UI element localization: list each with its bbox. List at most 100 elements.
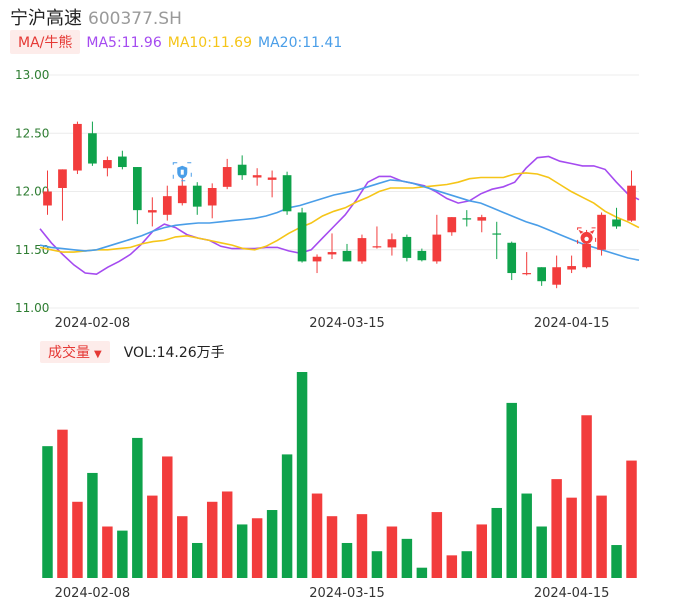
- price-axis: 13.00 12.50 12.00 11.50 11.00: [15, 68, 49, 315]
- candle-body: [222, 167, 232, 187]
- volume-bar: [611, 545, 622, 578]
- volume-bar: [221, 491, 233, 578]
- volume-indicator-button[interactable]: 成交量 ▼: [40, 341, 110, 363]
- candle-body: [342, 250, 352, 262]
- candle: [507, 241, 517, 281]
- candle: [58, 169, 67, 221]
- candle-body: [147, 210, 157, 213]
- candle: [552, 255, 561, 289]
- volume-bars: [42, 372, 637, 578]
- x-tick-label: 2024-02-08: [55, 586, 131, 601]
- volume-bar: [446, 555, 458, 578]
- candle: [612, 207, 621, 229]
- volume-bar: [311, 493, 323, 578]
- volume-bar: [386, 526, 398, 578]
- volume-bar: [87, 472, 98, 578]
- ma-legend-bar: MA/牛熊 MA5:11.96 MA10:11.69 MA20:11.41: [10, 30, 342, 54]
- candle: [462, 210, 472, 227]
- candle-body: [462, 218, 472, 220]
- volume-bar: [581, 415, 592, 578]
- volume-legend-bar: 成交量 ▼ VOL:14.26万手: [40, 341, 225, 363]
- candle-body: [522, 273, 532, 275]
- candle: [477, 214, 487, 233]
- volume-bar: [296, 372, 308, 578]
- volume-bar: [416, 567, 428, 578]
- candle-body: [297, 212, 307, 262]
- candle: [327, 233, 337, 260]
- ma-indicator-button[interactable]: MA/牛熊: [10, 30, 81, 54]
- candle-body: [88, 133, 97, 164]
- candle-body: [192, 185, 202, 207]
- volume-bar: [401, 538, 413, 578]
- volume-date-axis: 2024-02-08 2024-03-15 2024-04-15: [55, 586, 610, 601]
- volume-bar: [236, 524, 248, 578]
- volume-bar: [177, 516, 188, 578]
- volume-bar: [341, 542, 353, 578]
- candle: [207, 183, 217, 219]
- volume-bar: [72, 501, 83, 578]
- marker-frame: [577, 227, 597, 247]
- volume-bar: [461, 551, 473, 578]
- candle-body: [267, 177, 277, 180]
- candle-body: [43, 191, 52, 206]
- price-date-axis: 2024-02-08 2024-03-15 2024-04-15: [55, 316, 610, 331]
- candle: [447, 217, 457, 236]
- stock-name: 宁沪高速: [10, 8, 82, 29]
- candle: [372, 226, 382, 249]
- stock-code: 600377.SH: [88, 9, 182, 29]
- candle-body: [73, 123, 82, 171]
- candle: [282, 171, 292, 215]
- candle: [177, 174, 187, 206]
- y-tick-label: 12.00: [15, 185, 49, 199]
- ma10-line: [39, 172, 640, 253]
- candle-body: [447, 217, 457, 233]
- candle: [417, 248, 427, 262]
- candle: [432, 214, 442, 264]
- candle-body: [357, 238, 367, 262]
- candle-body: [582, 243, 591, 268]
- candle-body: [103, 160, 112, 169]
- candle-body: [402, 236, 412, 258]
- volume-bar: [281, 454, 293, 578]
- candle: [103, 156, 112, 177]
- candle-body: [507, 242, 517, 274]
- volume-bar: [431, 512, 443, 578]
- candlesticks: [43, 121, 636, 289]
- volume-value: VOL:14.26万手: [123, 345, 225, 361]
- volume-bar: [266, 510, 278, 578]
- candle: [222, 158, 232, 190]
- candle-body: [207, 188, 217, 206]
- ma-lines: [39, 155, 640, 276]
- stock-header: 宁沪高速 600377.SH: [10, 4, 182, 29]
- volume-bar: [371, 551, 383, 578]
- candle: [342, 243, 352, 262]
- candle: [597, 212, 606, 256]
- candle: [118, 150, 127, 170]
- candle: [132, 167, 142, 225]
- candle-body: [132, 167, 142, 211]
- volume-bar: [251, 518, 263, 578]
- price-grid: [40, 74, 639, 309]
- ma20-line: [39, 179, 640, 261]
- candle: [387, 233, 397, 256]
- candle-body: [492, 233, 502, 235]
- volume-bar: [162, 456, 173, 578]
- candle: [252, 168, 262, 186]
- volume-bar: [536, 526, 547, 578]
- candle-body: [432, 234, 442, 262]
- candle-body: [312, 256, 322, 262]
- y-tick-label: 11.00: [15, 301, 49, 315]
- candle-body: [252, 175, 262, 178]
- volume-bar: [566, 497, 577, 578]
- candle: [88, 121, 97, 166]
- x-tick-label: 2024-03-15: [309, 316, 385, 331]
- candle-body: [552, 267, 561, 285]
- candle: [357, 234, 367, 264]
- y-tick-label: 13.00: [15, 68, 49, 82]
- candle-body: [567, 266, 576, 270]
- candle-body: [177, 185, 187, 204]
- volume-bar: [551, 479, 562, 578]
- volume-button-label: 成交量: [48, 345, 90, 361]
- candle: [492, 221, 502, 260]
